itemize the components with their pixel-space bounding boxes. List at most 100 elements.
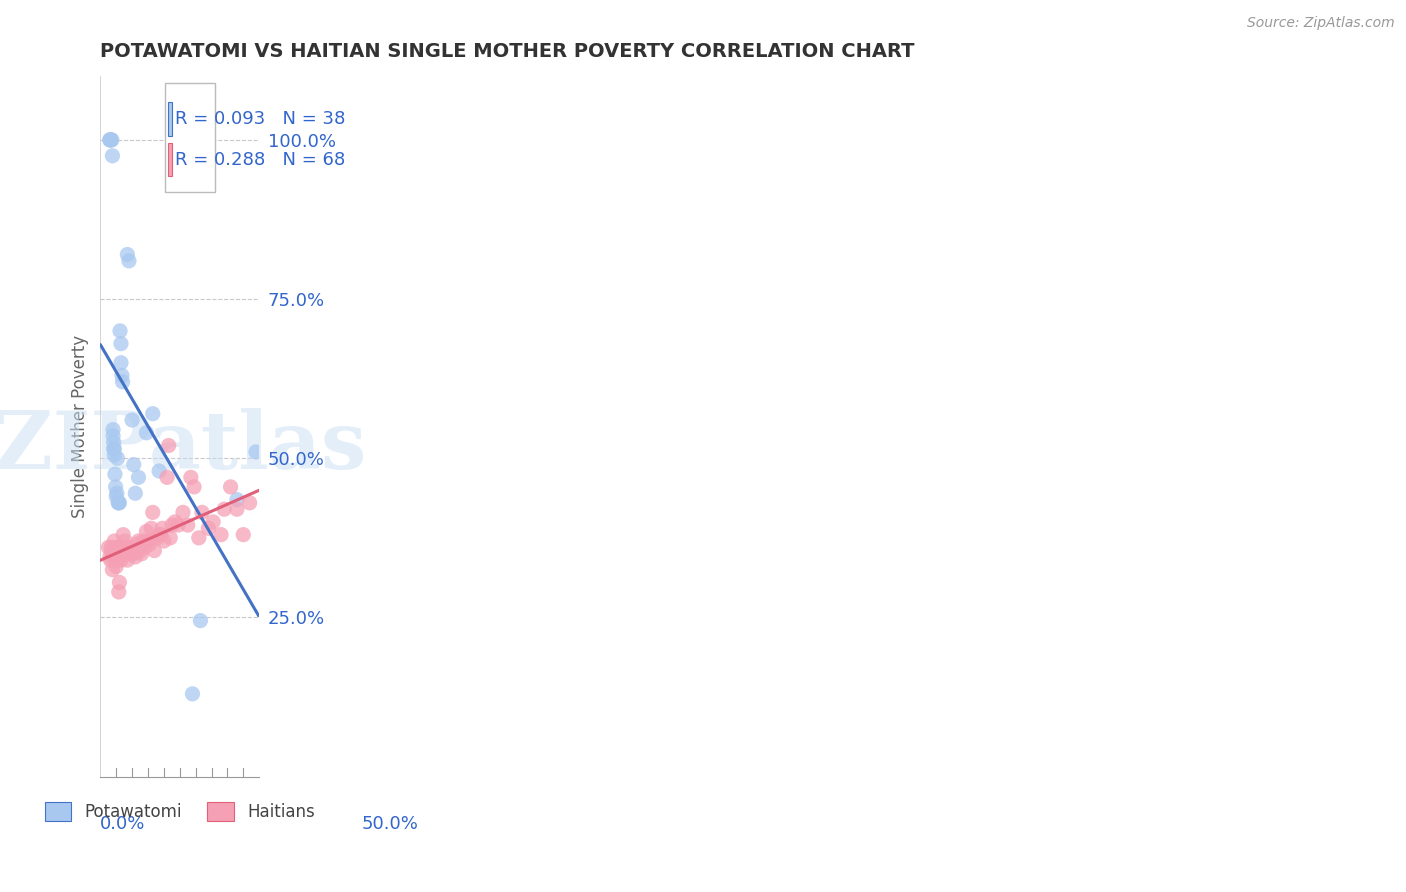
- Point: [100, 553, 122, 567]
- Point: [103, 435, 125, 450]
- Bar: [167, 143, 173, 177]
- Point: [212, 502, 235, 516]
- Text: POTAWATOMI VS HAITIAN SINGLE MOTHER POVERTY CORRELATION CHART: POTAWATOMI VS HAITIAN SINGLE MOTHER POVE…: [100, 42, 915, 61]
- Point: [209, 527, 232, 541]
- Point: [127, 470, 149, 484]
- Point: [104, 480, 127, 494]
- Point: [190, 614, 212, 628]
- Point: [105, 486, 128, 500]
- Point: [101, 563, 124, 577]
- Point: [232, 527, 254, 541]
- Point: [153, 534, 176, 549]
- Point: [146, 531, 169, 545]
- Point: [124, 486, 146, 500]
- Point: [107, 496, 129, 510]
- Point: [104, 467, 127, 482]
- Point: [135, 524, 157, 539]
- Point: [124, 549, 146, 564]
- Point: [108, 541, 131, 555]
- Point: [100, 133, 122, 147]
- Point: [136, 534, 159, 549]
- Text: 0.0%: 0.0%: [100, 815, 146, 833]
- Point: [150, 521, 173, 535]
- Point: [122, 458, 145, 472]
- Point: [239, 496, 262, 510]
- Point: [107, 585, 129, 599]
- Point: [181, 687, 204, 701]
- Point: [149, 527, 172, 541]
- Point: [114, 534, 136, 549]
- Text: R = 0.288   N = 68: R = 0.288 N = 68: [174, 151, 344, 169]
- Point: [245, 445, 267, 459]
- Point: [127, 534, 149, 549]
- Point: [114, 541, 136, 555]
- Point: [157, 438, 180, 452]
- Point: [111, 541, 134, 555]
- Text: Source: ZipAtlas.com: Source: ZipAtlas.com: [1247, 16, 1395, 30]
- Point: [110, 356, 132, 370]
- Point: [118, 541, 141, 555]
- Point: [101, 547, 124, 561]
- Point: [105, 547, 128, 561]
- Point: [148, 464, 170, 478]
- Y-axis label: Single Mother Poverty: Single Mother Poverty: [72, 334, 89, 518]
- Point: [98, 133, 121, 147]
- Point: [141, 521, 163, 535]
- Point: [122, 547, 145, 561]
- Point: [167, 518, 190, 533]
- Point: [112, 543, 135, 558]
- Point: [112, 527, 135, 541]
- Point: [108, 324, 131, 338]
- Point: [197, 521, 219, 535]
- Point: [107, 553, 129, 567]
- Point: [160, 518, 183, 533]
- Point: [100, 541, 122, 555]
- Point: [143, 543, 166, 558]
- Point: [97, 541, 120, 555]
- Point: [202, 515, 225, 529]
- Point: [132, 534, 155, 549]
- Point: [121, 413, 143, 427]
- Point: [105, 559, 128, 574]
- Point: [105, 490, 128, 504]
- Point: [107, 451, 129, 466]
- Point: [101, 149, 124, 163]
- Text: R = 0.093   N = 38: R = 0.093 N = 38: [174, 110, 344, 128]
- Point: [134, 541, 156, 555]
- Point: [191, 505, 214, 519]
- Point: [131, 547, 153, 561]
- Point: [177, 518, 200, 533]
- Text: ZIPatlas: ZIPatlas: [0, 409, 366, 486]
- Point: [103, 442, 125, 456]
- Point: [219, 480, 242, 494]
- Point: [121, 543, 143, 558]
- Point: [111, 375, 134, 389]
- Text: 50.0%: 50.0%: [361, 815, 418, 833]
- Point: [101, 543, 124, 558]
- Point: [125, 537, 148, 551]
- Point: [101, 429, 124, 443]
- Point: [117, 247, 139, 261]
- Point: [100, 133, 122, 147]
- Point: [226, 492, 249, 507]
- Point: [180, 470, 202, 484]
- Point: [108, 496, 131, 510]
- Point: [104, 541, 127, 555]
- Point: [156, 470, 179, 484]
- Point: [103, 547, 125, 561]
- Point: [111, 368, 134, 383]
- Point: [101, 423, 124, 437]
- Point: [135, 425, 157, 440]
- Point: [120, 543, 142, 558]
- Point: [118, 253, 141, 268]
- Point: [107, 496, 129, 510]
- Legend: Potawatomi, Haitians: Potawatomi, Haitians: [38, 796, 322, 828]
- Point: [148, 527, 170, 541]
- Point: [103, 534, 125, 549]
- Point: [226, 502, 249, 516]
- Point: [104, 549, 127, 564]
- Point: [98, 133, 121, 147]
- Bar: [167, 102, 173, 136]
- Point: [101, 133, 124, 147]
- Point: [98, 549, 121, 564]
